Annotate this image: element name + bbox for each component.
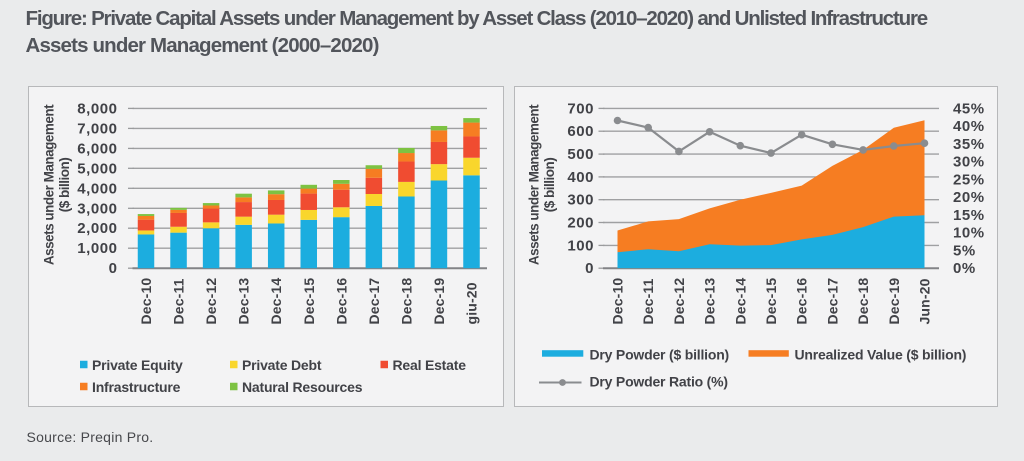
svg-text:Natural Resources: Natural Resources <box>242 379 363 395</box>
svg-text:Dec-13: Dec-13 <box>236 278 252 325</box>
svg-text:6,000: 6,000 <box>77 140 117 157</box>
svg-text:Dec-16: Dec-16 <box>333 278 349 325</box>
svg-text:45%: 45% <box>953 100 985 117</box>
svg-text:Dec-12: Dec-12 <box>203 278 219 325</box>
svg-text:200: 200 <box>567 215 594 232</box>
svg-text:Private Debt: Private Debt <box>242 357 322 373</box>
svg-text:Dec-18: Dec-18 <box>398 278 414 325</box>
svg-text:30%: 30% <box>953 154 985 171</box>
svg-text:Dec-15: Dec-15 <box>301 278 317 325</box>
svg-text:Dec-14: Dec-14 <box>268 278 284 325</box>
svg-text:4,000: 4,000 <box>77 180 117 197</box>
svg-text:5%: 5% <box>953 242 976 259</box>
svg-text:0: 0 <box>585 260 594 277</box>
svg-text:Dec-11: Dec-11 <box>640 278 656 324</box>
svg-text:1,000: 1,000 <box>77 240 117 257</box>
svg-text:($ billion): ($ billion) <box>542 158 557 213</box>
svg-text:7,000: 7,000 <box>77 120 117 137</box>
svg-text:8,000: 8,000 <box>77 100 117 117</box>
svg-text:Assets under Management: Assets under Management <box>527 104 542 265</box>
svg-text:100: 100 <box>567 237 594 254</box>
svg-text:2,000: 2,000 <box>77 220 117 237</box>
svg-text:Unrealized Value ($ billion): Unrealized Value ($ billion) <box>795 347 967 363</box>
svg-text:600: 600 <box>567 123 594 140</box>
svg-text:Dec-10: Dec-10 <box>610 278 626 325</box>
svg-text:40%: 40% <box>953 118 985 135</box>
svg-text:Jun-20: Jun-20 <box>917 278 933 324</box>
svg-text:35%: 35% <box>953 136 985 153</box>
svg-text:Private Equity: Private Equity <box>92 357 183 373</box>
svg-text:Dec-19: Dec-19 <box>431 278 447 325</box>
svg-text:0: 0 <box>109 260 118 277</box>
svg-text:25%: 25% <box>953 171 985 188</box>
svg-text:Real Estate: Real Estate <box>393 357 467 373</box>
svg-text:5,000: 5,000 <box>77 160 117 177</box>
svg-text:($ billion): ($ billion) <box>57 158 72 213</box>
svg-text:Dec-13: Dec-13 <box>702 278 718 325</box>
svg-text:Infrastructure: Infrastructure <box>92 379 181 395</box>
svg-text:Dry Powder ($ billion): Dry Powder ($ billion) <box>590 347 730 363</box>
svg-text:Dry Powder Ratio (%): Dry Powder Ratio (%) <box>590 374 728 390</box>
svg-text:Dec-15: Dec-15 <box>763 278 779 325</box>
svg-text:15%: 15% <box>953 207 985 224</box>
svg-text:0%: 0% <box>953 260 976 277</box>
svg-text:Dec-10: Dec-10 <box>138 278 154 325</box>
svg-text:Dec-19: Dec-19 <box>886 278 902 325</box>
svg-text:700: 700 <box>567 100 594 117</box>
svg-text:500: 500 <box>567 146 594 163</box>
svg-text:400: 400 <box>567 169 594 186</box>
svg-text:Dec-12: Dec-12 <box>671 278 687 325</box>
svg-text:Dec-17: Dec-17 <box>824 278 840 325</box>
svg-text:giu-20: giu-20 <box>464 282 480 324</box>
svg-text:Assets under Management: Assets under Management <box>42 104 57 265</box>
svg-text:Dec-18: Dec-18 <box>855 278 871 325</box>
svg-text:Dec-14: Dec-14 <box>732 278 748 325</box>
svg-text:300: 300 <box>567 192 594 209</box>
svg-text:Dec-17: Dec-17 <box>366 278 382 325</box>
svg-text:Dec-16: Dec-16 <box>794 278 810 325</box>
svg-text:3,000: 3,000 <box>77 200 117 217</box>
svg-text:Dec-11: Dec-11 <box>171 278 187 324</box>
svg-text:20%: 20% <box>953 189 985 206</box>
svg-text:10%: 10% <box>953 225 985 242</box>
